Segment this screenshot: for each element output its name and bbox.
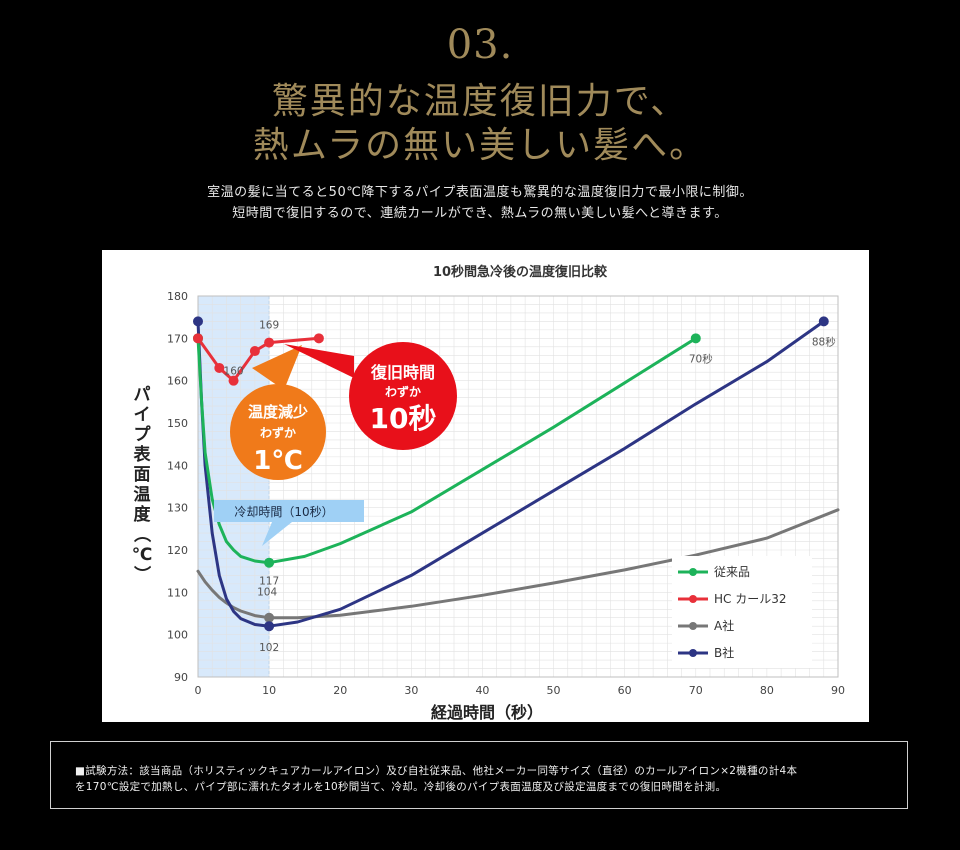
x-tick-label: 0 <box>195 684 202 697</box>
y-axis-label-char: ） <box>131 566 152 583</box>
y-tick-label: 110 <box>167 586 188 599</box>
y-axis-label-char: プ <box>134 424 152 445</box>
temperature-drop-callout: 温度減少 わずか 1℃ <box>230 345 326 480</box>
y-axis-label-char: 面 <box>134 465 151 485</box>
x-tick-label: 20 <box>333 684 347 697</box>
y-tick-label: 150 <box>167 417 188 430</box>
recovery-time-value: 10秒 <box>370 402 437 435</box>
series-line-1 <box>196 336 321 383</box>
legend-label: A社 <box>714 618 734 633</box>
series-marker-0 <box>264 557 275 568</box>
y-tick-label: 120 <box>167 544 188 557</box>
legend-marker <box>689 649 697 657</box>
series-marker-1 <box>313 333 324 344</box>
y-tick-label: 160 <box>167 375 188 388</box>
temperature-recovery-chart: 10秒間急冷後の温度復旧比較 0 10 20 30 40 50 60 70 80 90 90 100 1… <box>131 264 845 722</box>
series-marker-3 <box>264 621 275 632</box>
headline: 驚異的な温度復旧力で、 熱ムラの無い美しい髪へ。 <box>0 80 960 168</box>
x-tick-label: 50 <box>547 684 561 697</box>
lead-line-1: 室温の髪に当てると50℃降下するパイプ表面温度も驚異的な温度復旧力で最小限に制御… <box>207 185 753 200</box>
y-axis-label-char: 表 <box>134 444 152 465</box>
section-number: 03. <box>446 22 514 68</box>
series-marker-1 <box>193 333 203 344</box>
note-line-1: ■試験方法：該当商品（ホリスティックキュアカールアイロン）及び自社従来品、他社メ… <box>75 765 798 777</box>
y-tick-label: 100 <box>167 629 188 642</box>
temperature-drop-value: 1℃ <box>253 446 303 476</box>
chart-panel: 10秒間急冷後の温度復旧比較 0 10 20 30 40 50 60 70 80 90 90 100 1… <box>102 250 869 722</box>
series-marker-3 <box>193 316 203 327</box>
series-marker-3 <box>818 316 829 327</box>
note-line-2: を170℃設定で加熱し、パイプ部に濡れたタオルを10秒間当て、冷却。冷却後のパイ… <box>75 781 727 793</box>
y-axis-label-char: イ <box>134 405 151 425</box>
x-tick-label: 30 <box>404 684 418 697</box>
legend-marker <box>689 568 697 576</box>
legend-marker <box>689 622 697 630</box>
series-marker-0 <box>690 333 701 344</box>
x-tick-label: 90 <box>831 684 845 697</box>
series-marker-2 <box>264 612 275 623</box>
y-tick-label: 170 <box>167 332 188 345</box>
y-axis-label-char: 温 <box>134 485 151 505</box>
x-tick-label: 80 <box>760 684 774 697</box>
y-axis-label-char: パ <box>134 385 151 405</box>
temperature-drop-line2: わずか <box>260 425 296 440</box>
chart-title: 10秒間急冷後の温度復旧比較 <box>433 264 608 280</box>
series-marker-1 <box>249 346 260 357</box>
data-label: 160 <box>224 366 244 378</box>
legend-label: B社 <box>714 645 734 660</box>
recovery-time-line2: わずか <box>385 384 421 399</box>
legend-marker <box>689 595 697 603</box>
y-tick-label: 90 <box>174 671 188 684</box>
y-axis-label-char: （ <box>131 526 152 543</box>
recovery-time-callout: 復旧時間 わずか 10秒 <box>284 342 457 450</box>
series-marker-1 <box>228 375 239 386</box>
y-axis-label-char: ℃ <box>132 545 153 565</box>
y-tick-label: 130 <box>167 502 188 515</box>
legend-label: 従来品 <box>714 565 750 579</box>
x-tick-label: 10 <box>262 684 276 697</box>
data-label: 104 <box>257 587 277 599</box>
series-line-0 <box>196 336 698 565</box>
x-tick-label: 40 <box>475 684 489 697</box>
lead-text: 室温の髪に当てると50℃降下するパイプ表面温度も驚異的な温度復旧力で最小限に制御… <box>0 182 960 224</box>
data-label: 88秒 <box>812 335 836 348</box>
headline-line-2: 熱ムラの無い美しい髪へ。 <box>252 125 708 166</box>
headline-line-1: 驚異的な温度復旧力で、 <box>271 81 689 122</box>
recovery-time-line1: 復旧時間 <box>370 363 435 382</box>
y-axis-label: パイプ表面温度（ ℃） <box>131 385 152 583</box>
legend-label: HC カール32 <box>714 592 787 606</box>
cooling-time-callout: 冷却時間（10秒） <box>214 500 364 546</box>
y-tick-label: 180 <box>167 290 188 303</box>
x-axis-label: 経過時間（秒） <box>431 703 543 722</box>
series-marker-1 <box>214 362 225 373</box>
data-label: 70秒 <box>689 352 713 365</box>
test-method-note: ■試験方法：該当商品（ホリスティックキュアカールアイロン）及び自社従来品、他社メ… <box>50 741 908 809</box>
x-tick-label: 70 <box>689 684 703 697</box>
lead-line-2: 短時間で復旧するので、連続カールができ、熱ムラの無い美しい髪へと導きます。 <box>232 206 728 221</box>
data-label: 102 <box>259 642 279 654</box>
temperature-drop-line1: 温度減少 <box>248 403 308 421</box>
series-line-2 <box>196 508 840 620</box>
data-label: 117 <box>259 576 279 588</box>
y-axis-label-char: 度 <box>134 504 152 525</box>
cooling-time-label: 冷却時間（10秒） <box>234 505 333 519</box>
plot-frame <box>197 295 839 678</box>
x-tick-label: 60 <box>618 684 632 697</box>
series-marker-1 <box>264 337 275 348</box>
y-tick-label: 140 <box>167 459 188 472</box>
data-label: 169 <box>259 320 279 332</box>
